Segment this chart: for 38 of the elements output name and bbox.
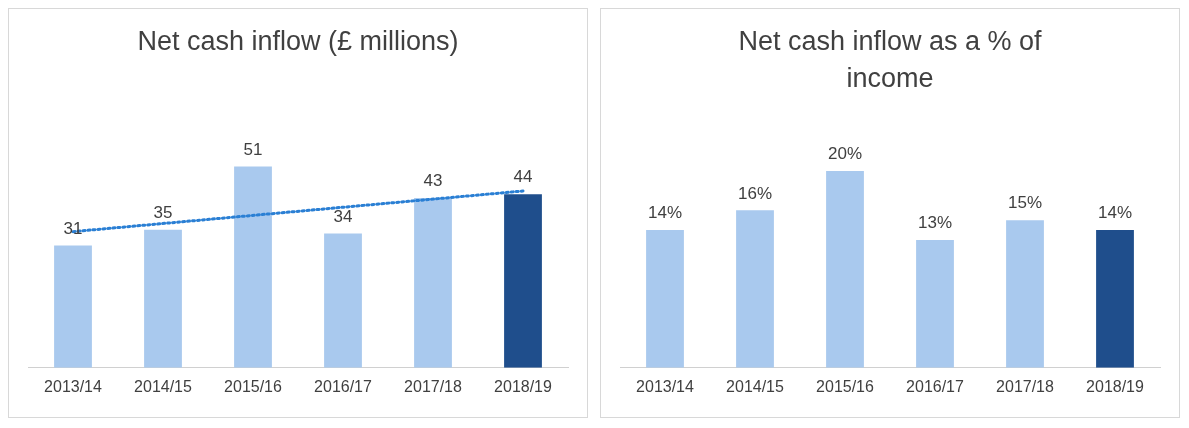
bar — [504, 194, 542, 368]
data-label: 14% — [647, 203, 683, 223]
x-tick-label: 2015/16 — [816, 377, 875, 395]
data-label: 15% — [1007, 193, 1043, 213]
bar — [414, 198, 452, 368]
x-tick-label: 2017/18 — [996, 377, 1055, 395]
bar — [736, 210, 774, 368]
chart-title: Net cash inflow (£ millions) — [136, 25, 460, 58]
x-tick-label: 2015/16 — [224, 377, 283, 395]
bar — [1006, 220, 1044, 368]
data-label: 44 — [513, 167, 533, 187]
bar — [144, 229, 182, 368]
x-tick-label: 2016/17 — [906, 377, 965, 395]
data-label: 51 — [243, 139, 263, 159]
data-label: 14% — [1097, 203, 1133, 223]
data-label: 20% — [827, 144, 863, 164]
data-label: 31 — [63, 218, 83, 238]
bar — [234, 166, 272, 368]
bar — [1096, 230, 1134, 368]
x-tick-label: 2013/14 — [44, 377, 103, 395]
data-label: 13% — [917, 213, 953, 233]
bar — [54, 245, 92, 368]
bar — [916, 239, 954, 368]
data-label: 34 — [333, 206, 353, 226]
bar — [646, 230, 684, 368]
x-tick-label: 2014/15 — [134, 377, 193, 395]
data-label: 43 — [423, 171, 443, 191]
chart-title: Net cash inflow as a % of income — [737, 25, 1043, 95]
bar — [324, 233, 362, 368]
x-tick-label: 2017/18 — [404, 377, 463, 395]
data-label: 35 — [153, 202, 173, 222]
x-tick-label: 2018/19 — [1086, 377, 1145, 395]
data-label: 16% — [737, 183, 773, 203]
x-tick-label: 2016/17 — [314, 377, 373, 395]
x-tick-label: 2014/15 — [726, 377, 785, 395]
x-tick-label: 2013/14 — [636, 377, 695, 395]
bar — [826, 171, 864, 368]
x-tick-label: 2018/19 — [494, 377, 553, 395]
